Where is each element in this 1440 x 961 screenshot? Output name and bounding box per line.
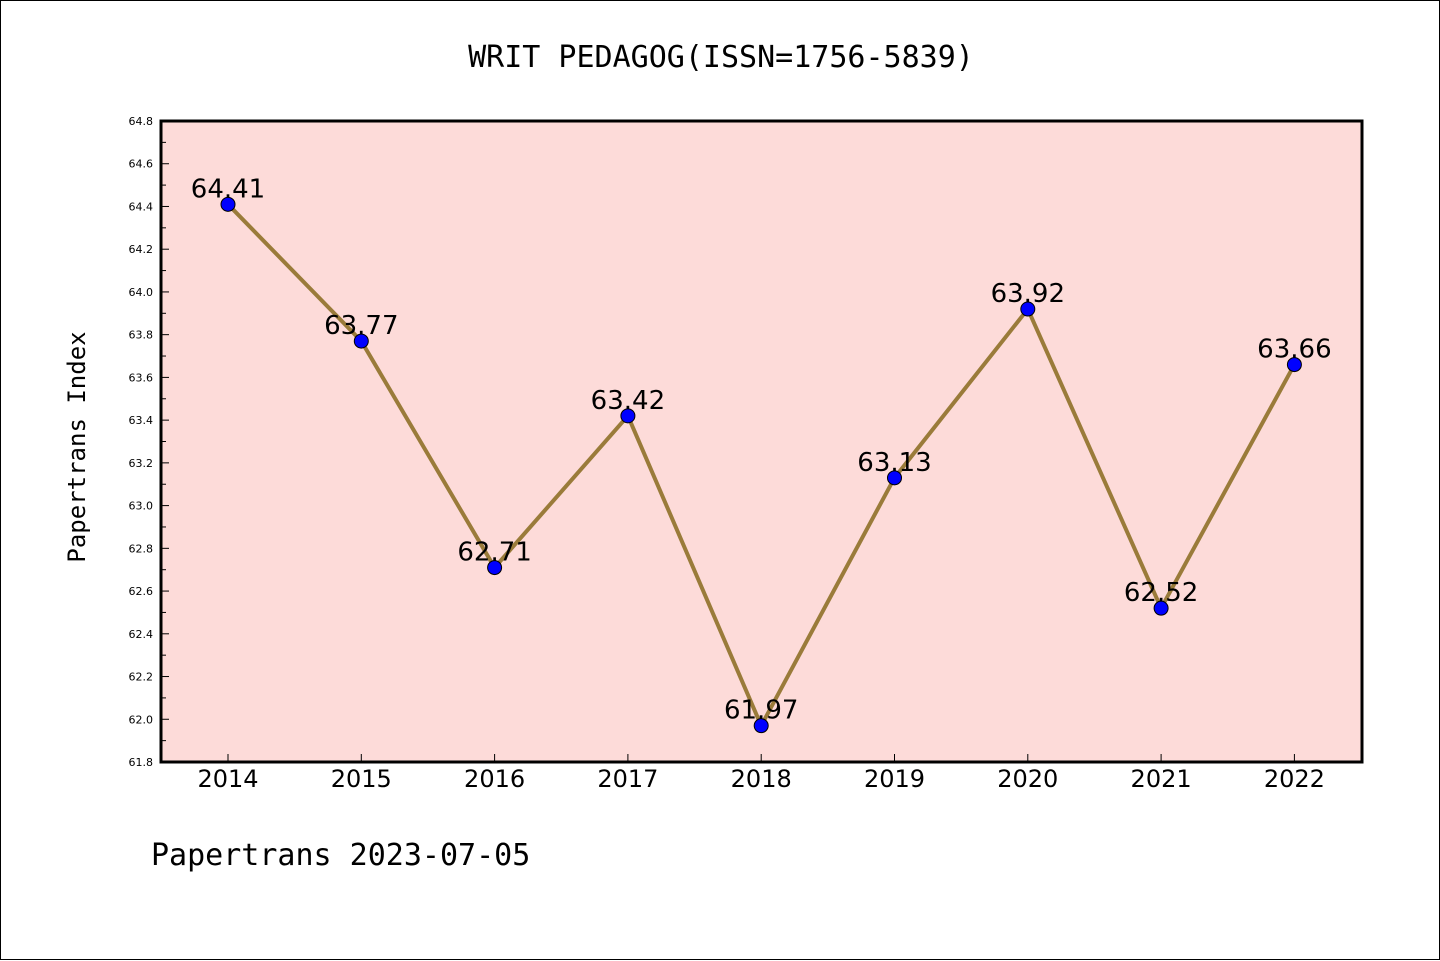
plot-area bbox=[161, 121, 1362, 762]
y-tick-label: 62.4 bbox=[129, 628, 154, 641]
data-label: 62.52 bbox=[1124, 578, 1198, 608]
data-point bbox=[487, 560, 503, 576]
data-point bbox=[1153, 600, 1169, 616]
x-tick-label: 2019 bbox=[864, 765, 925, 793]
data-label: 62.71 bbox=[457, 538, 531, 568]
x-tick-label: 2017 bbox=[597, 765, 658, 793]
x-tick-label: 2014 bbox=[197, 765, 258, 793]
y-tick-label: 64.0 bbox=[129, 286, 154, 299]
x-tick-label: 2022 bbox=[1264, 765, 1325, 793]
data-label: 63.77 bbox=[324, 311, 398, 341]
data-point bbox=[753, 718, 769, 734]
x-tick-label: 2015 bbox=[331, 765, 392, 793]
data-label: 61.97 bbox=[724, 696, 798, 726]
y-tick-label: 63.8 bbox=[129, 329, 154, 342]
x-tick-label: 2020 bbox=[997, 765, 1058, 793]
data-label: 63.66 bbox=[1257, 335, 1331, 365]
y-tick-label: 63.4 bbox=[129, 414, 154, 427]
data-point bbox=[353, 333, 369, 349]
y-tick-label: 62.8 bbox=[129, 542, 154, 555]
data-label: 63.13 bbox=[857, 448, 931, 478]
data-point bbox=[887, 470, 902, 486]
data-point bbox=[620, 408, 636, 424]
y-tick-label: 62.6 bbox=[129, 585, 154, 598]
chart-title: WRIT PEDAGOG(ISSN=1756-5839) bbox=[468, 40, 974, 75]
x-tick-label: 2016 bbox=[464, 765, 525, 793]
y-tick-label: 63.0 bbox=[129, 500, 154, 513]
x-axis-ticks: 2014 2015 2016 2017 2018 2019 2020 2021 2022 bbox=[197, 754, 1325, 793]
data-label: 63.42 bbox=[591, 386, 665, 416]
data-label: 64.41 bbox=[191, 174, 265, 204]
y-tick-label: 62.2 bbox=[129, 671, 154, 684]
plot-border bbox=[159, 119, 1364, 764]
y-tick-label: 63.6 bbox=[129, 371, 154, 384]
y-tick-label: 64.4 bbox=[129, 200, 154, 213]
y-tick-label: 64.2 bbox=[129, 243, 154, 256]
y-tick-label: 64.6 bbox=[129, 158, 154, 171]
data-point bbox=[1286, 357, 1302, 373]
x-tick-label: 2018 bbox=[731, 765, 792, 793]
data-markers bbox=[220, 196, 1302, 734]
y-axis-ticks: 61.8 62.0 62.2 62.4 62.6 62.8 63.0 63.2 63.4 63.6… bbox=[129, 115, 169, 769]
data-point bbox=[1020, 301, 1036, 317]
y-tick-label: 63.2 bbox=[129, 457, 154, 470]
x-tick-label: 2021 bbox=[1131, 765, 1192, 793]
y-tick-label: 62.0 bbox=[129, 713, 154, 726]
footer-text: Papertrans 2023-07-05 bbox=[151, 838, 530, 873]
y-axis-label: Papertrans Index bbox=[63, 331, 91, 562]
data-label: 63.92 bbox=[991, 279, 1065, 309]
data-point bbox=[220, 196, 236, 212]
y-tick-label: 61.8 bbox=[129, 756, 154, 769]
data-labels: 64.41 63.77 62.71 63.42 61.97 63.13 63.92 62.52… bbox=[191, 174, 1332, 725]
y-tick-label: 64.8 bbox=[129, 115, 154, 128]
